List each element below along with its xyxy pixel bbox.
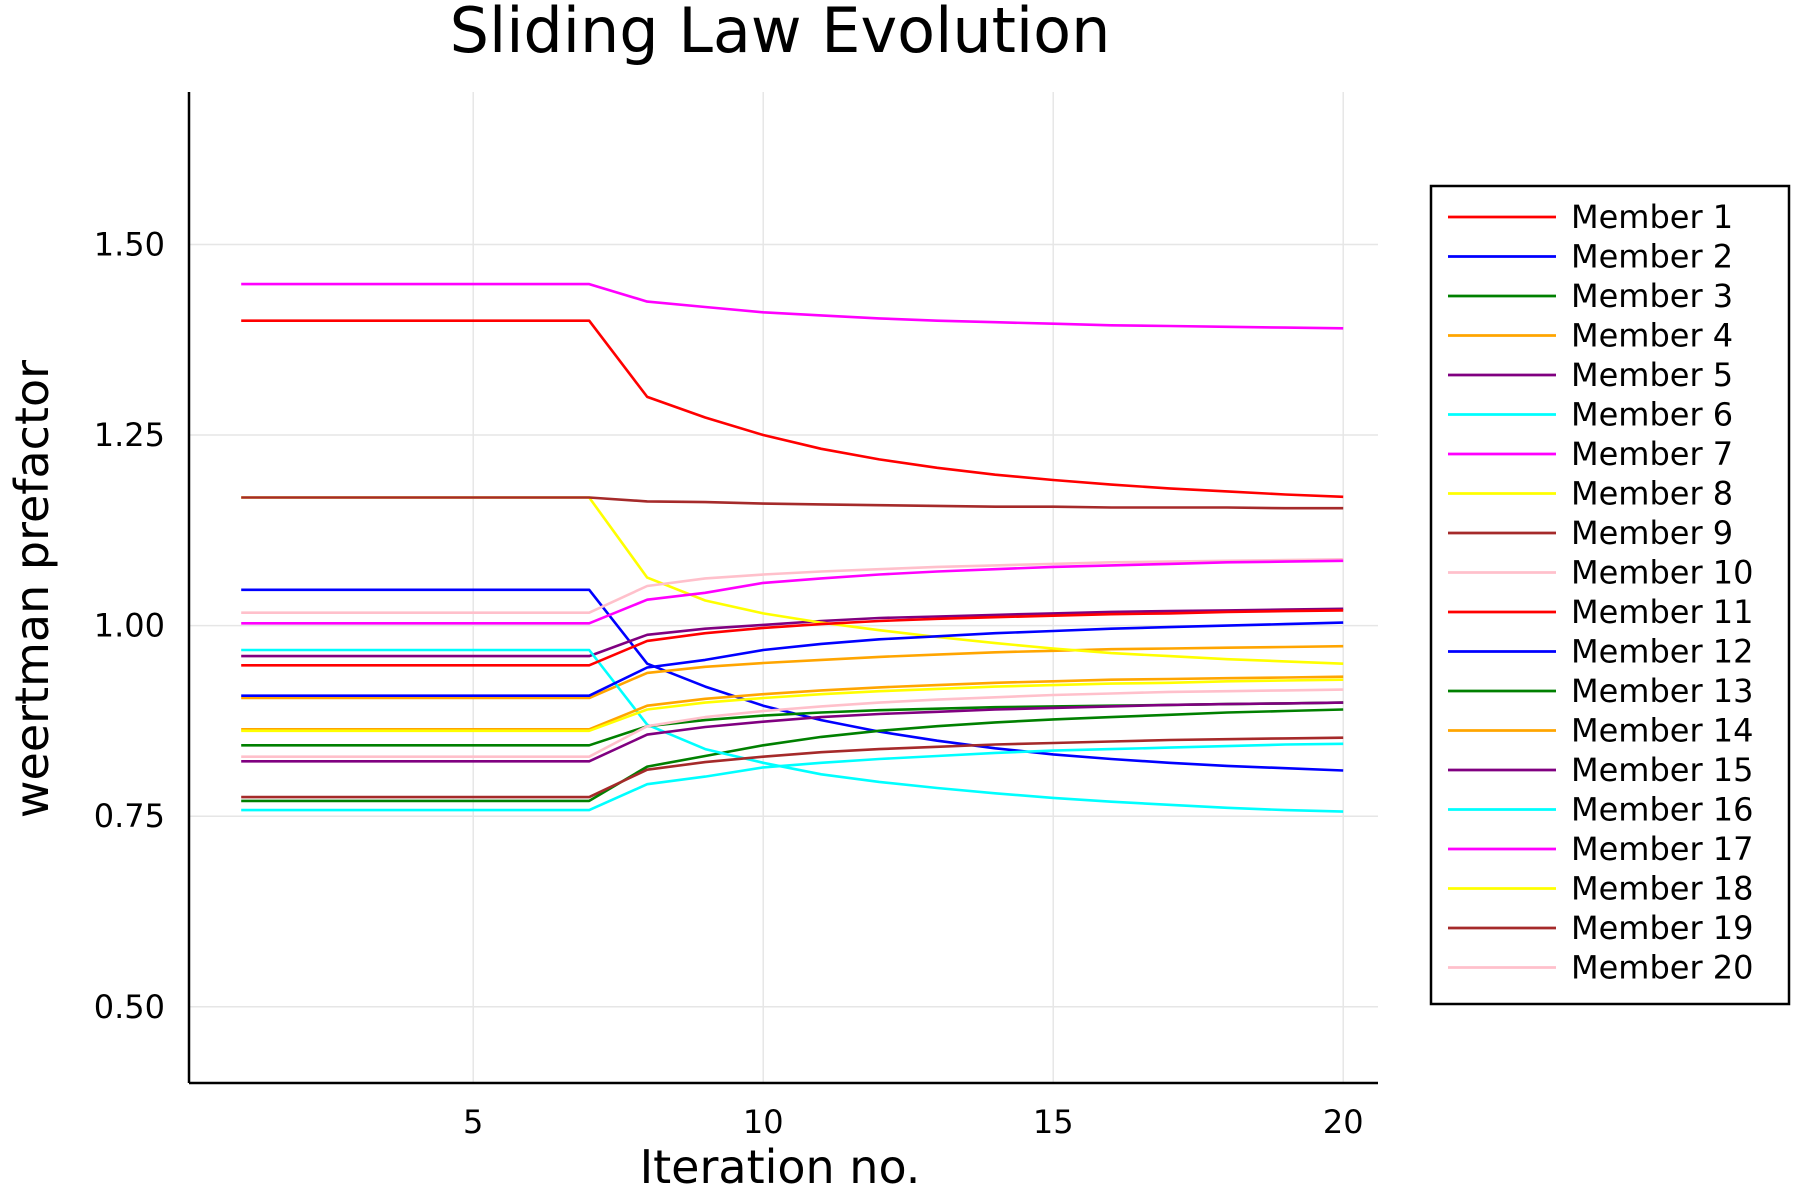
y-tick-label: 0.50	[94, 988, 165, 1026]
series-line-member-19	[241, 736, 1344, 799]
series-line-member-9	[241, 496, 1344, 510]
series-line-member-6	[241, 648, 1344, 813]
legend-label: Member 14	[1571, 712, 1754, 750]
series-line-member-3	[241, 708, 1344, 803]
legend-label: Member 1	[1571, 198, 1733, 236]
x-tick-label: 5	[463, 1103, 483, 1141]
legend-label: Member 5	[1571, 356, 1733, 394]
x-axis-label: Iteration no.	[640, 1140, 921, 1194]
legend-label: Member 18	[1571, 870, 1754, 908]
legend-label: Member 12	[1571, 633, 1754, 671]
y-tick-label: 1.25	[94, 416, 165, 454]
legend-box	[1429, 184, 1791, 1006]
y-tick-label: 0.75	[94, 797, 165, 835]
series-line-member-1	[241, 319, 1344, 499]
series-line-member-11	[241, 609, 1344, 667]
legend-label: Member 9	[1571, 514, 1733, 552]
x-tick-label: 20	[1323, 1103, 1364, 1141]
legend-label: Member 11	[1571, 593, 1754, 631]
y-axis-label: weertman prefactor	[5, 360, 59, 818]
legend-label: Member 4	[1571, 317, 1733, 355]
y-tick-label: 1.50	[94, 225, 165, 263]
series-line-member-18	[241, 678, 1344, 733]
series-line-member-7	[241, 282, 1344, 330]
series-line-member-10	[241, 558, 1344, 615]
y-tick-label: 1.00	[94, 607, 165, 645]
series-lines	[241, 282, 1344, 813]
legend-label: Member 13	[1571, 672, 1754, 710]
x-tick-label: 15	[1033, 1103, 1074, 1141]
x-tick-label: 10	[743, 1103, 784, 1141]
legend-label: Member 19	[1571, 909, 1754, 947]
series-line-member-12	[241, 621, 1344, 698]
series-line-member-17	[241, 559, 1344, 625]
legend-label: Member 8	[1571, 475, 1733, 513]
legend-label: Member 7	[1571, 435, 1733, 473]
legend-label: Member 15	[1571, 751, 1754, 789]
legend-label: Member 17	[1571, 830, 1754, 868]
series-line-member-20	[241, 688, 1344, 759]
series-line-member-15	[241, 701, 1344, 763]
tick-labels: 5 10 15 20 0.50 0.75 1.00 1.25 1.50	[94, 225, 1364, 1141]
series-line-member-16	[241, 742, 1344, 812]
legend-label: Member 10	[1571, 554, 1754, 592]
legend-label: Member 16	[1571, 791, 1754, 829]
legend-label: Member 3	[1571, 277, 1733, 315]
chart-title: Sliding Law Evolution	[450, 0, 1111, 67]
series-line-member-14	[241, 675, 1344, 731]
axes	[187, 92, 1378, 1085]
legend-label: Member 6	[1571, 396, 1733, 434]
legend-label: Member 20	[1571, 949, 1754, 987]
series-line-member-5	[241, 607, 1344, 658]
legend-label: Member 2	[1571, 238, 1733, 276]
series-line-member-4	[241, 644, 1344, 700]
